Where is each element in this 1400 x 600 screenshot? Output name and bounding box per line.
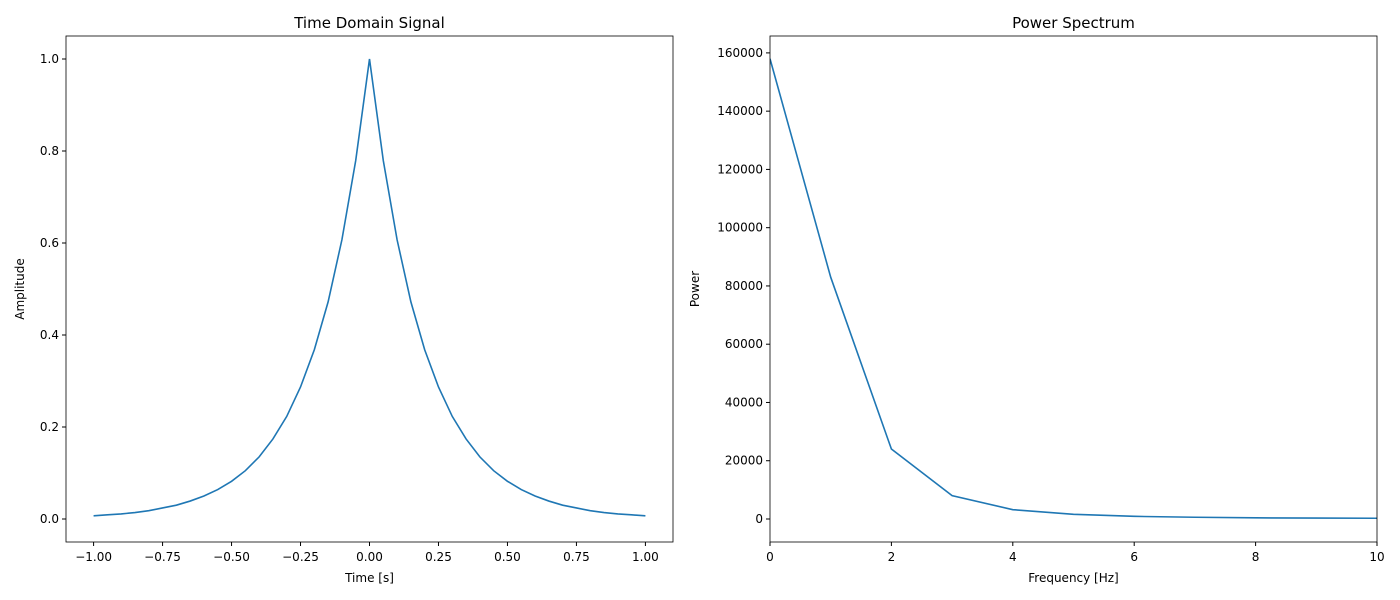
- x-tick-label: −0.75: [144, 550, 181, 564]
- series-line: [770, 58, 1377, 520]
- x-tick-label: 8: [1252, 550, 1260, 564]
- x-tick-label: 4: [1009, 550, 1017, 564]
- axes-frame: [65, 35, 674, 543]
- x-tick-label: 0.50: [494, 550, 521, 564]
- chart-title: Power Spectrum: [1012, 14, 1135, 32]
- y-tick-label: 80000: [725, 279, 763, 293]
- series-line: [93, 58, 646, 517]
- x-tick-label: 0.00: [356, 550, 383, 564]
- x-tick-label: −1.00: [75, 550, 112, 564]
- y-tick-label: 0.8: [40, 144, 59, 158]
- y-tick-label: 140000: [717, 104, 763, 118]
- y-tick-label: 0.4: [40, 328, 59, 342]
- x-tick-label: −0.25: [282, 550, 319, 564]
- chart-title: Time Domain Signal: [293, 14, 445, 32]
- y-axis-label: Power: [688, 271, 702, 307]
- x-tick-label: 2: [888, 550, 896, 564]
- x-tick-label: 0.25: [425, 550, 452, 564]
- y-tick-label: 0: [755, 512, 763, 526]
- y-tick-label: 0.0: [40, 512, 59, 526]
- y-tick-label: 120000: [717, 162, 763, 176]
- y-tick-label: 0.2: [40, 420, 59, 434]
- x-tick-label: 0.75: [563, 550, 590, 564]
- y-tick-label: 100000: [717, 221, 763, 235]
- y-tick-label: 0.6: [40, 236, 59, 250]
- y-tick-label: 160000: [717, 46, 763, 60]
- x-axis-label: Frequency [Hz]: [1028, 571, 1119, 585]
- axes-frame: [769, 35, 1378, 543]
- x-tick-label: −0.50: [213, 550, 250, 564]
- y-axis-label: Amplitude: [13, 258, 27, 320]
- x-tick-label: 0: [766, 550, 774, 564]
- y-tick-label: 1.0: [40, 52, 59, 66]
- y-tick-label: 40000: [725, 395, 763, 409]
- x-tick-label: 1.00: [632, 550, 659, 564]
- x-tick-label: 10: [1369, 550, 1384, 564]
- y-tick-label: 20000: [725, 454, 763, 468]
- x-tick-label: 6: [1130, 550, 1138, 564]
- y-tick-label: 60000: [725, 337, 763, 351]
- x-axis-label: Time [s]: [344, 571, 394, 585]
